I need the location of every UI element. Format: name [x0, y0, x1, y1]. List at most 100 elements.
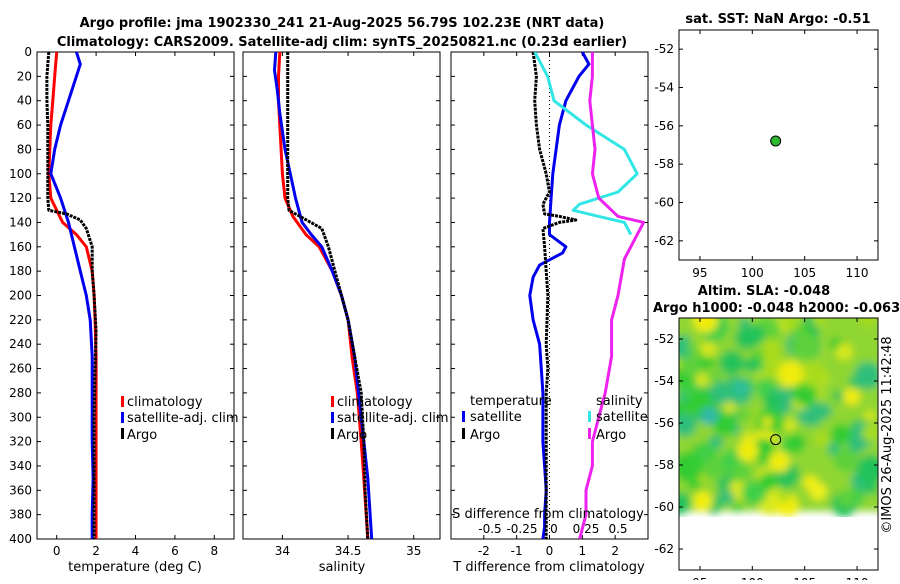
y-tick-label: 60: [17, 118, 32, 132]
difference-series: [528, 52, 646, 539]
series-line-t-argo: [531, 52, 578, 539]
x-tick-label: 1: [579, 544, 587, 558]
map-y-tick-label: -58: [654, 157, 674, 171]
series-line-s-argo: [578, 52, 646, 539]
sla-map-axes-box: [678, 317, 879, 571]
y-tick-label: 380: [9, 508, 32, 522]
series-line-t-satellite: [528, 52, 591, 539]
map-y-tick-label: -54: [654, 81, 674, 95]
figure-title-line1: Argo profile: jma 1902330_241 21-Aug-202…: [80, 16, 605, 31]
sla-map-points: [770, 434, 782, 446]
x2-tick-label: 0: [550, 522, 558, 536]
legend-label-s-satellite: satellite: [596, 410, 648, 425]
x-tick-label: 34.5: [335, 544, 362, 558]
map-x-tick-label: 95: [692, 576, 707, 580]
sla-heatmap-field: [679, 318, 878, 517]
y-tick-label: 340: [9, 459, 32, 473]
x2-tick-label: -0.25: [506, 522, 537, 536]
salinity-x-ticks: 34 34.5 35: [275, 52, 421, 558]
x2-tick-label: 0.5: [608, 522, 627, 536]
depth-axis-ticks: 0 20 40 60 80 100 120 140 160 180 200 220 240 260 280 3…: [9, 45, 234, 546]
series-line-satellite-adj-clim: [49, 52, 95, 539]
series-line-argo: [45, 52, 98, 539]
legend-title-salinity: salinity: [596, 394, 643, 409]
legend-label-climatology: climatology: [337, 395, 413, 410]
map-y-tick-label: -52: [654, 332, 674, 346]
y-tick-label: 0: [24, 45, 32, 59]
map-x-tick-label: 105: [793, 576, 816, 580]
map-x-tick-label: 110: [846, 266, 869, 280]
x2-tick-label: 0.25: [573, 522, 600, 536]
series-line-argo: [286, 52, 370, 539]
argo-location-marker: [770, 434, 782, 446]
temperature-axes-box: [36, 51, 235, 540]
sst-map-panel: sat. SST: NaN Argo: -0.51 -52 -54 -56 -58 -6…: [654, 12, 879, 280]
sla-map-ticks: -52 -54 -56 -58 -60 -62 95 100 105 110: [654, 318, 878, 584]
y-tick-label: 140: [9, 215, 32, 229]
y-tick-label: 100: [9, 167, 32, 181]
figure-title-line2: Climatology: CARS2009. Satellite-adj cli…: [57, 35, 627, 50]
difference-x-ticks: -2 -1 0 1 2: [478, 52, 619, 558]
legend-label-s-argo: Argo: [596, 428, 626, 443]
map-x-tick-label: 95: [692, 266, 707, 280]
salinity-difference-xlabel: S difference from climatology: [452, 507, 644, 522]
y-tick-label: 160: [9, 240, 32, 254]
map-y-tick-label: -56: [654, 119, 674, 133]
temperature-xlabel: temperature (deg C): [68, 560, 202, 575]
y-tick-label: 360: [9, 483, 32, 497]
x-tick-label: 0: [546, 544, 554, 558]
sla-map-title-line1: Altim. SLA: -0.048: [698, 284, 830, 299]
map-y-tick-label: -60: [654, 196, 674, 210]
legend-swatch-argo: [121, 428, 124, 439]
argo-location-marker: [770, 135, 782, 147]
salinity-series: [273, 52, 374, 539]
legend-label-climatology: climatology: [127, 395, 203, 410]
salinity-legend: climatology satellite-adj. clim Argo: [331, 395, 449, 443]
salinity-depth-ticks: [243, 51, 440, 540]
y-tick-label: 240: [9, 337, 32, 351]
sst-map-points: [770, 135, 782, 147]
map-x-tick-label: 110: [846, 576, 869, 580]
series-line-s-satellite: [533, 52, 639, 236]
imos-credit: ©IMOS 26-Aug-2025 11:42:48: [880, 336, 895, 533]
legend-swatch-satellite: [121, 412, 124, 423]
map-y-tick-label: -60: [654, 500, 674, 514]
temperature-difference-xlabel: T difference from climatology: [452, 560, 645, 575]
sst-map-title: sat. SST: NaN Argo: -0.51: [685, 12, 870, 27]
x-tick-label: 0: [53, 544, 61, 558]
y-tick-label: 80: [17, 142, 32, 156]
y-tick-label: 220: [9, 313, 32, 327]
x-tick-label: -2: [478, 544, 490, 558]
difference-x2-ticks: -0.5 -0.25 0 0.25 0.5: [478, 522, 627, 536]
map-x-tick-label: 100: [741, 266, 764, 280]
y-tick-label: 20: [17, 69, 32, 83]
y-tick-label: 120: [9, 191, 32, 205]
series-line-climatology: [47, 52, 98, 539]
x-tick-label: -1: [511, 544, 523, 558]
difference-depth-ticks: [451, 51, 648, 540]
legend-swatch-t-satellite: [462, 411, 465, 422]
legend-label-satellite: satellite-adj. clim: [337, 411, 449, 426]
x-tick-label: 6: [171, 544, 179, 558]
y-tick-label: 260: [9, 362, 32, 376]
legend-swatch-satellite: [331, 412, 334, 423]
x-tick-label: 35: [406, 544, 421, 558]
y-tick-label: 40: [17, 94, 32, 108]
legend-label-argo: Argo: [337, 428, 367, 443]
temperature-series: [45, 52, 98, 539]
difference-legend-temperature: temperature satellite Argo: [462, 394, 552, 443]
sla-map-panel: Altim. SLA: -0.048 Argo h1000: -0.048 h2…: [653, 284, 900, 584]
temperature-panel: 0204060801001201401601802002202402602803…: [9, 45, 239, 575]
x-tick-label: 2: [611, 544, 619, 558]
temperature-legend: climatology satellite-adj. clim Argo: [121, 395, 239, 443]
map-y-tick-label: -56: [654, 416, 674, 430]
y-tick-label: 400: [9, 532, 32, 546]
map-y-tick-label: -58: [654, 458, 674, 472]
x2-tick-label: -0.5: [478, 522, 501, 536]
map-x-tick-label: 100: [741, 576, 764, 580]
map-y-tick-label: -62: [654, 234, 674, 248]
legend-label-satellite: satellite-adj. clim: [127, 411, 239, 426]
x-tick-label: 4: [132, 544, 140, 558]
sla-map-title-line2: Argo h1000: -0.048 h2000: -0.063: [653, 301, 900, 316]
